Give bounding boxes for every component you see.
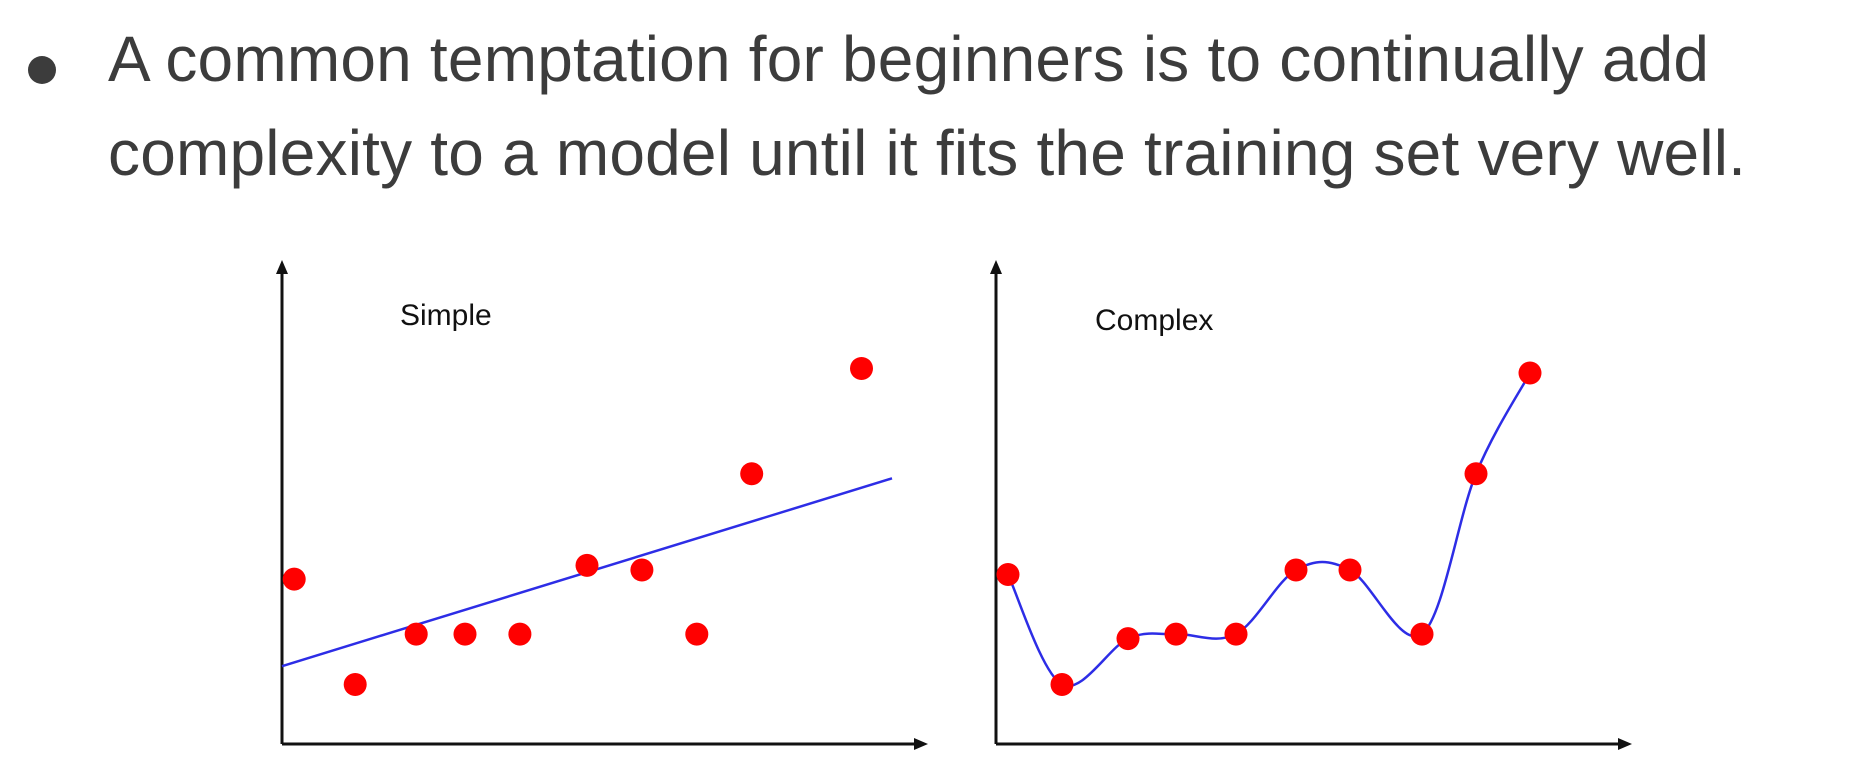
complex-data-point [1164,622,1188,646]
bullet-line-1: A common temptation for beginners is to … [108,23,1710,95]
simple-data-point [575,553,599,577]
simple-data-point [740,462,764,486]
complex-panel: Complex [990,260,1632,750]
simple-panel: Simple [276,260,928,750]
complex-x-axis-arrow-icon [1618,738,1632,750]
complex-fit-curve [1006,372,1532,688]
bullet-line-2: complexity to a model until it fits the … [108,117,1747,189]
bullet-text: A common temptation for beginners is to … [108,12,1868,200]
simple-data-point [282,567,306,591]
simple-data-point [453,622,477,646]
simple-data-point [508,622,532,646]
complex-data-point [1410,622,1434,646]
simple-data-point [404,622,428,646]
complex-data-point [1116,627,1140,651]
simple-y-axis-arrow-icon [276,260,288,274]
complex-data-point [996,563,1020,587]
complex-y-axis-arrow-icon [990,260,1002,274]
complex-data-point [1224,622,1248,646]
complex-data-point [1050,672,1074,696]
simple-data-point [630,558,654,582]
complex-data-point [1518,361,1542,385]
complex-data-point [1464,462,1488,486]
simple-data-point [343,672,367,696]
complex-data-point [1284,558,1308,582]
complex-data-point [1338,558,1362,582]
simple-x-axis-arrow-icon [914,738,928,750]
bullet-dot-icon [28,56,56,84]
simple-title: Simple [400,299,492,332]
complex-title: Complex [1095,304,1213,337]
simple-data-point [685,622,709,646]
simple-data-point [850,356,873,380]
